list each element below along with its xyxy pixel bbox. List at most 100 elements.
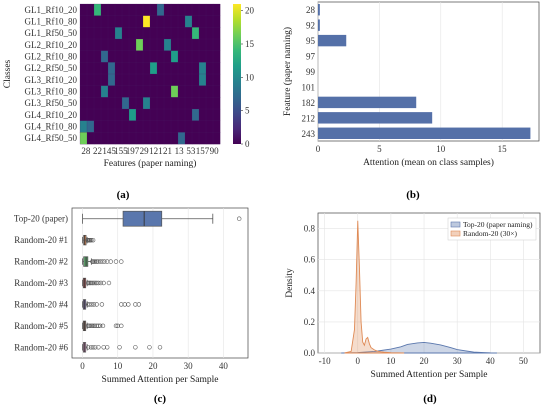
heatmap-cell [184, 50, 193, 63]
density-legend-label: Random-20 (30×) [463, 229, 518, 238]
heatmap-cell [205, 50, 214, 63]
box-outlier [93, 345, 98, 350]
heatmap-cell [121, 15, 130, 28]
heatmap-cell [170, 120, 179, 133]
bar-category-label: 101 [302, 82, 316, 92]
heatmap-cell [79, 3, 88, 16]
box-outlier [88, 280, 94, 286]
bar-category-label: 182 [302, 98, 316, 108]
heatmap-cell [170, 27, 179, 40]
heatmap-cell [86, 62, 95, 75]
heatmap-cell [121, 132, 130, 145]
density-y-tick: 0.0 [304, 348, 316, 358]
heatmap-cell [163, 108, 172, 121]
heatmap-cell [198, 38, 207, 51]
heatmap-cell [191, 62, 200, 75]
density-x-tick: 20 [420, 356, 430, 366]
box-category-label: Random-20 #6 [14, 342, 68, 352]
heatmap-cell [205, 27, 214, 40]
heatmap-cell [100, 27, 109, 40]
heatmap-cell [142, 120, 151, 133]
box-outlier [119, 323, 124, 329]
box-category-label: Random-20 #4 [14, 299, 68, 309]
bar-x-tick: 15 [498, 144, 508, 154]
density-x-tick: 50 [519, 356, 529, 366]
heatmap-x-label: Features (paper naming) [104, 158, 197, 169]
heatmap-cell [79, 62, 88, 75]
density-legend [447, 217, 537, 241]
heatmap-cell [191, 38, 200, 51]
heatmap-cell [135, 62, 144, 75]
heatmap-cell [142, 73, 151, 86]
heatmap-cell [121, 73, 130, 86]
box-outlier [147, 345, 152, 350]
heatmap-x-tick: 90 [210, 146, 220, 156]
box-outlier [85, 323, 91, 329]
density-x-label: Summed Attention per Sample [371, 370, 488, 380]
box-outlier [100, 323, 106, 329]
box-outlier [97, 259, 103, 264]
density-y-tick: 0.4 [304, 286, 316, 296]
density-legend-label: Top-20 (paper naming) [463, 220, 533, 229]
heatmap-cell [184, 97, 193, 110]
heatmap-cell [156, 85, 165, 98]
heatmap-cell [86, 73, 95, 86]
heatmap-cell [198, 62, 207, 75]
density-x-tick: 0 [356, 356, 361, 366]
box-x-tick: 40 [219, 361, 229, 371]
box-outlier [94, 280, 99, 286]
heatmap-cell [184, 85, 193, 98]
density-y-tick: 0.6 [304, 255, 316, 265]
box-outlier [85, 345, 91, 350]
heatmap-cell [198, 97, 207, 110]
box-outlier [89, 302, 94, 307]
box-outlier [90, 237, 96, 243]
heatmap-cell [100, 108, 109, 121]
heatmap-cell [191, 108, 200, 121]
heatmap-cell [100, 85, 109, 98]
box-category-label: Random-20 #5 [14, 321, 68, 331]
heatmap-cell [128, 62, 137, 75]
heatmap-cell [163, 73, 172, 86]
heatmap-x-tick: 53 [186, 146, 196, 156]
heatmap-cell [184, 132, 193, 145]
heatmap-row-label: GL1_Rf10_80 [25, 17, 78, 27]
heatmap-cell [128, 50, 137, 63]
heatmap-cell [135, 132, 144, 145]
heatmap-cell [128, 73, 137, 86]
heatmap-cell [93, 108, 102, 121]
heatmap-cell [121, 97, 130, 110]
density-series-area [344, 220, 405, 354]
heatmap-cell [205, 132, 214, 145]
heatmap-cell [86, 132, 95, 145]
heatmap-cell [170, 73, 179, 86]
box-outlier [98, 280, 104, 286]
heatmap-cell [121, 38, 130, 51]
heatmap-row-label: GL3_Rf10_80 [25, 87, 78, 97]
heatmap-x-tick: 29 [140, 146, 150, 156]
heatmap-cell [114, 120, 123, 133]
heatmap-cell [142, 62, 151, 75]
heatmap-cell [107, 97, 116, 110]
heatmap-cell [86, 38, 95, 51]
heatmap-cell [198, 85, 207, 98]
heatmap-cell [177, 62, 186, 75]
bar-category-label: 92 [306, 21, 315, 31]
heatmap-row-label: GL2_Rf10_80 [25, 52, 78, 62]
heatmap-cell [163, 50, 172, 63]
heatmap-cell [212, 97, 221, 110]
heatmap-cell [212, 120, 221, 133]
box-outlier [89, 323, 95, 329]
bar [318, 112, 433, 124]
density-y-tick: 0.8 [304, 224, 316, 234]
box-outlier [106, 280, 112, 286]
heatmap-cell [128, 97, 137, 110]
heatmap-cell [86, 3, 95, 16]
bar [318, 19, 320, 31]
heatmap-cell [79, 15, 88, 28]
box-plot-area [71, 207, 249, 359]
heatmap-cell [191, 3, 200, 16]
heatmap-cell [114, 132, 123, 145]
